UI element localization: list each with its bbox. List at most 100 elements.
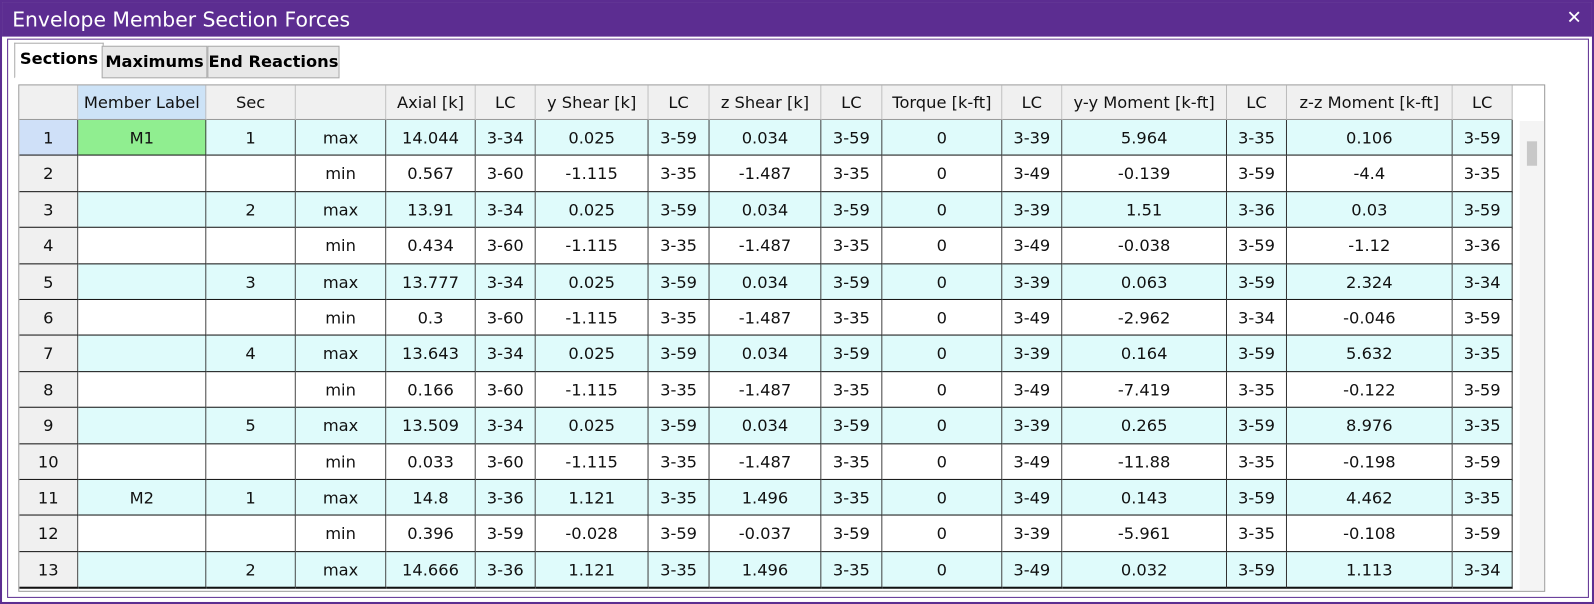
cell: 14.8 [386, 480, 475, 517]
cell [206, 372, 295, 409]
cell: 3-34 [476, 264, 536, 301]
cell: -1.487 [710, 372, 822, 409]
cell: -1.115 [536, 444, 649, 481]
cell: 3-60 [476, 372, 536, 409]
cell: 13.777 [386, 264, 475, 301]
column-header[interactable]: LC [1002, 85, 1062, 120]
column-header[interactable]: Sec [206, 85, 295, 120]
cell: 0.032 [1062, 552, 1227, 589]
cell: 0 [882, 444, 1002, 481]
cell: min [296, 228, 386, 265]
cell: 3-59 [476, 516, 536, 553]
column-header[interactable] [296, 85, 386, 120]
cell: 3-59 [1227, 156, 1287, 193]
cell: 0.143 [1062, 480, 1227, 517]
scrollbar[interactable] [1520, 121, 1544, 591]
cell: 0.025 [536, 192, 649, 229]
cell: 3-39 [1002, 516, 1062, 553]
cell: 0.03 [1287, 192, 1453, 229]
column-header[interactable]: LC [1453, 85, 1513, 120]
column-header[interactable]: Torque [k-ft] [882, 85, 1002, 120]
cell: 2.324 [1287, 264, 1453, 301]
tab[interactable]: Maximums [102, 46, 208, 79]
cell: 3-49 [1002, 156, 1062, 193]
tab[interactable]: End Reactions [207, 46, 339, 79]
cell: 3-59 [821, 336, 882, 373]
column-header[interactable]: z Shear [k] [710, 85, 822, 120]
cell: 4 [206, 336, 295, 373]
corner [19, 85, 78, 120]
tab[interactable]: Sections [14, 43, 103, 79]
cell: 3-34 [1227, 300, 1287, 337]
row-number: 8 [19, 372, 78, 409]
cell: 3-59 [1453, 516, 1513, 553]
column-header[interactable]: z-z Moment [k-ft] [1287, 85, 1453, 120]
cell: 3-59 [1453, 444, 1513, 481]
cell [78, 372, 206, 409]
column-header[interactable]: y-y Moment [k-ft] [1062, 85, 1227, 120]
column-header[interactable]: LC [476, 85, 536, 120]
cell: 3-49 [1002, 480, 1062, 517]
cell: 2 [206, 552, 295, 589]
cell: max [296, 480, 386, 517]
column-header[interactable]: y Shear [k] [536, 85, 649, 120]
cell: 3-59 [649, 516, 710, 553]
row-number: 4 [19, 228, 78, 265]
row-number: 10 [19, 444, 78, 481]
row-number: 7 [19, 336, 78, 373]
cell: 5.964 [1062, 120, 1227, 157]
cell: 3-35 [649, 228, 710, 265]
cell: 0.106 [1287, 120, 1453, 157]
cell: 3 [206, 264, 295, 301]
cell: 3-39 [1002, 120, 1062, 157]
cell: 3-35 [821, 480, 882, 517]
cell: -1.115 [536, 300, 649, 337]
cell: -1.115 [536, 372, 649, 409]
cell: 14.044 [386, 120, 475, 157]
cell [206, 300, 295, 337]
cell: 13.509 [386, 408, 475, 445]
cell [206, 228, 295, 265]
scroll-thumb[interactable] [1527, 141, 1537, 165]
cell: 0 [882, 228, 1002, 265]
cell: 1.51 [1062, 192, 1227, 229]
cell: 0.034 [710, 120, 822, 157]
column-header[interactable]: LC [821, 85, 882, 120]
cell: M1 [78, 120, 206, 157]
row-number: 6 [19, 300, 78, 337]
column-header[interactable]: LC [1227, 85, 1287, 120]
cell: M2 [78, 480, 206, 517]
cell: 3-34 [1453, 552, 1513, 589]
cell: 3-35 [1227, 372, 1287, 409]
cell: max [296, 552, 386, 589]
cell: -1.12 [1287, 228, 1453, 265]
cell: 0.396 [386, 516, 475, 553]
close-button[interactable]: ✕ [1566, 7, 1581, 28]
cell: 3-49 [1002, 372, 1062, 409]
cell: -1.487 [710, 300, 822, 337]
cell: 1 [206, 480, 295, 517]
cell: max [296, 264, 386, 301]
cell: min [296, 372, 386, 409]
cell: 3-34 [476, 408, 536, 445]
cell: -0.122 [1287, 372, 1453, 409]
cell: 3-49 [1002, 444, 1062, 481]
column-header[interactable]: Axial [k] [386, 85, 475, 120]
cell: 3-59 [1453, 192, 1513, 229]
cell: min [296, 516, 386, 553]
cell: 2 [206, 192, 295, 229]
cell: 0.025 [536, 264, 649, 301]
cell: 0 [882, 192, 1002, 229]
cell: 0.025 [536, 408, 649, 445]
cell: -2.962 [1062, 300, 1227, 337]
cell: -1.487 [710, 444, 822, 481]
cell: 0 [882, 552, 1002, 589]
row-number: 9 [19, 408, 78, 445]
content: Member LabelSecAxial [k]LCy Shear [k]LCz… [7, 39, 1589, 598]
cell: 0 [882, 372, 1002, 409]
cell: 3-60 [476, 444, 536, 481]
column-header[interactable]: Member Label [78, 85, 206, 120]
column-header[interactable]: LC [649, 85, 710, 120]
cell: 3-59 [821, 264, 882, 301]
